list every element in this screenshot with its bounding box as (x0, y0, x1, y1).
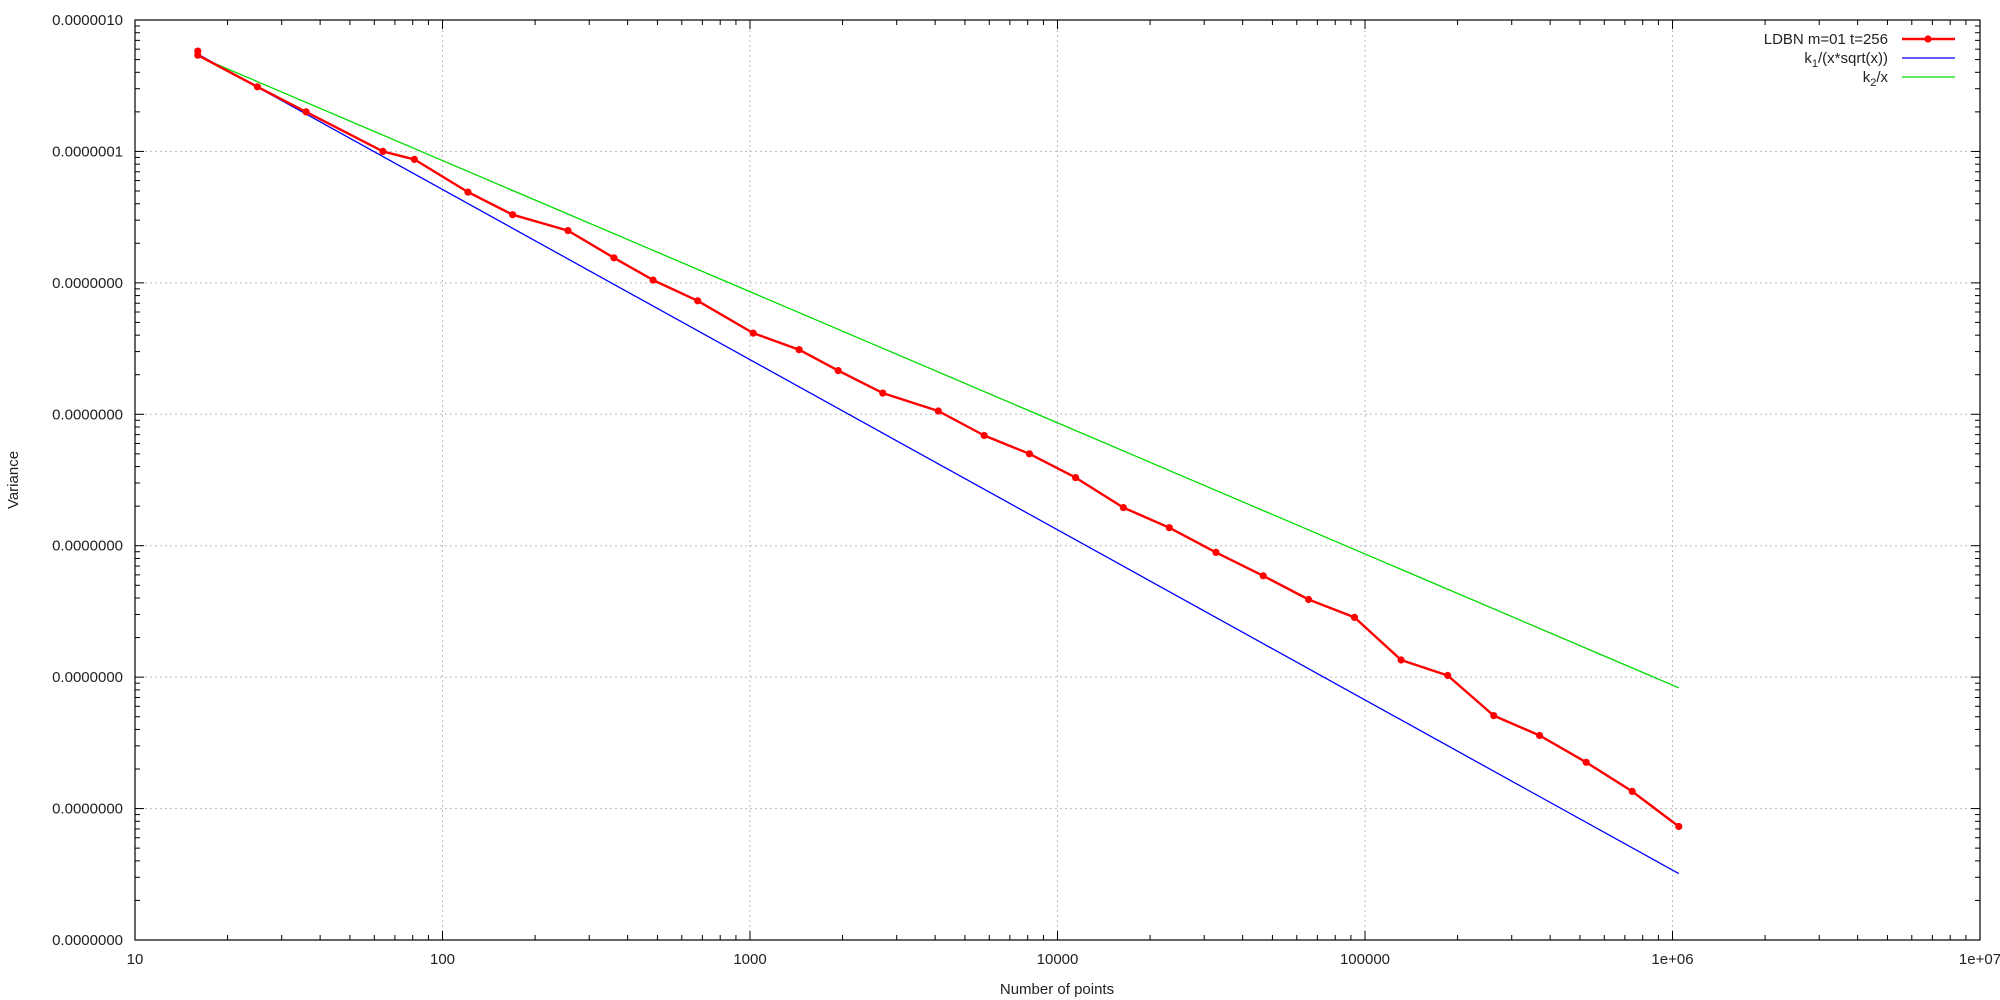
legend-label-main: LDBN m=01 t=256 (1764, 31, 1888, 48)
data-point (464, 188, 472, 196)
series-layer (194, 47, 1683, 875)
y-tick-label: 0.0000001 (52, 143, 123, 160)
x-tick-label: 100 (430, 951, 455, 968)
data-point (253, 83, 261, 91)
data-point (1025, 450, 1033, 458)
data-point (1490, 712, 1498, 720)
data-point (1305, 595, 1313, 604)
data-point (564, 227, 572, 235)
data-point (1212, 548, 1220, 557)
data-point (1072, 474, 1080, 482)
data-point (410, 155, 418, 163)
data-point (1119, 504, 1127, 512)
data-point (694, 297, 702, 305)
data-point (1444, 671, 1452, 680)
x-axis-label: Number of points (1000, 981, 1114, 998)
data-point (1628, 787, 1636, 796)
data-point (1165, 524, 1173, 532)
y-tick-label: 0.0000000 (52, 275, 123, 292)
data-point (302, 108, 310, 116)
x-tick-label: 100000 (1340, 951, 1390, 968)
x-tick-label: 10 (127, 951, 144, 968)
data-point (1350, 613, 1359, 622)
x-tick-label: 1000 (733, 951, 766, 968)
data-point (1397, 656, 1405, 664)
data-point (1259, 572, 1267, 580)
y-axis-label: Variance (5, 451, 22, 509)
data-point (879, 389, 887, 397)
data-point (795, 346, 803, 354)
legend-label-sub: 1 (1812, 58, 1818, 70)
data-point (934, 407, 942, 415)
data-point (379, 147, 387, 155)
legend-label-tail: /x (1876, 69, 1888, 86)
data-point (610, 254, 618, 262)
data-point (980, 431, 988, 440)
x-tick-label: 10000 (1037, 951, 1079, 968)
data-point (834, 367, 842, 375)
legend-label: LDBN m=01 t=256 (1764, 31, 1888, 48)
data-point (749, 329, 757, 337)
legend-label-main: k (1804, 50, 1812, 67)
legend-label: k1/(x*sqrt(x)) (1804, 50, 1888, 70)
y-tick-label: 0.0000000 (52, 669, 123, 686)
legend-label-tail: /(x*sqrt(x)) (1818, 50, 1888, 67)
x-tick-label: 1e+07 (1959, 951, 2000, 968)
tick-label-layer: 10 100 1000 10000 100000 1e+06 1e+07 0.0000000 0… (52, 12, 2000, 968)
y-tick-label: 0.0000000 (52, 932, 123, 949)
series-line-2 (197, 55, 1680, 689)
y-tick-label: 0.0000000 (52, 406, 123, 423)
legend-label: k2/x (1863, 69, 1889, 89)
series-line-0 (196, 51, 1680, 828)
legend-label-sub: 2 (1870, 77, 1876, 89)
data-point (1582, 758, 1590, 766)
y-tick-label: 0.0000010 (52, 12, 123, 29)
data-point (1675, 822, 1683, 831)
tick-layer (134, 19, 1981, 941)
legend-label-main: k (1863, 69, 1871, 86)
legend-marker (1924, 35, 1932, 43)
y-tick-label: 0.0000000 (52, 538, 123, 555)
data-point (649, 276, 657, 284)
data-point (1536, 731, 1544, 740)
data-point (194, 51, 202, 59)
y-tick-label: 0.0000000 (52, 801, 123, 818)
series-line-1 (197, 53, 1680, 875)
grid-layer (135, 20, 1980, 940)
data-point (508, 211, 517, 219)
x-tick-label: 1e+06 (1651, 951, 1693, 968)
